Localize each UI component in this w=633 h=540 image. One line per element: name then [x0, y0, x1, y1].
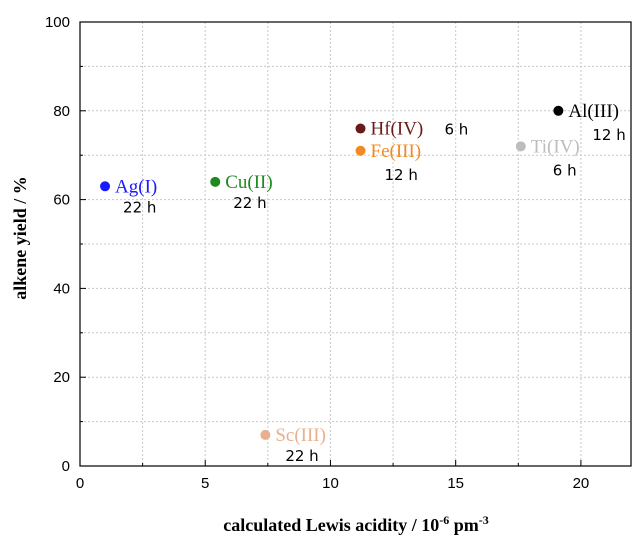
reaction-time-label: 6 h — [445, 121, 469, 139]
data-point — [553, 105, 564, 116]
y-tick-label: 80 — [53, 103, 70, 120]
tick-labels: 0 5 10 15 20 0 20 40 60 80 100 — [45, 14, 589, 492]
data-point — [100, 181, 111, 192]
x-tick-label: 5 — [201, 475, 209, 492]
grid — [80, 22, 631, 466]
data-point — [210, 176, 221, 187]
point-label: Cu(II) — [225, 172, 272, 193]
y-tick-label: 60 — [53, 192, 70, 209]
x-axis-title-exp1: -6 — [439, 513, 449, 527]
y-tick-label: 40 — [53, 280, 70, 297]
point-label: Ti(IV) — [531, 136, 580, 157]
x-axis-title: calculated Lewis acidity / 10-6 pm-3 — [223, 513, 489, 535]
x-axis-title-unit: pm — [449, 515, 479, 535]
data-points — [100, 105, 564, 440]
y-tick-label: 0 — [62, 458, 70, 475]
x-tick-label: 10 — [322, 475, 339, 492]
data-point — [260, 429, 271, 440]
y-tick-label: 100 — [45, 14, 70, 31]
x-tick-label: 20 — [573, 475, 590, 492]
data-labels: Ag(I)22 hCu(II)22 hSc(III)22 hHf(IV) 6 hF… — [115, 101, 626, 465]
y-tick-label: 20 — [53, 369, 70, 386]
x-axis-title-main: calculated Lewis acidity / 10 — [223, 515, 439, 535]
point-label: Fe(III) — [371, 141, 422, 162]
x-tick-label: 0 — [76, 475, 84, 492]
point-label: Hf(IV) — [371, 119, 424, 140]
axes — [79, 21, 632, 467]
reaction-time-label: 12 h — [385, 166, 418, 184]
x-tick-label: 15 — [447, 475, 464, 492]
data-point — [515, 141, 526, 152]
reaction-time-label: 6 h — [553, 161, 577, 179]
reaction-time-label: 22 h — [123, 198, 156, 216]
data-point — [355, 123, 366, 134]
point-label: Al(III) — [568, 101, 619, 122]
reaction-time-label: 22 h — [285, 447, 318, 465]
x-axis-title-exp2: -3 — [479, 513, 489, 527]
reaction-time-label: 22 h — [233, 194, 266, 212]
data-point — [355, 145, 366, 156]
reaction-time-label: 12 h — [592, 126, 625, 144]
y-axis-title: alkene yield / % — [10, 176, 30, 300]
point-label: Sc(III) — [275, 425, 326, 446]
point-label: Ag(I) — [115, 176, 157, 197]
